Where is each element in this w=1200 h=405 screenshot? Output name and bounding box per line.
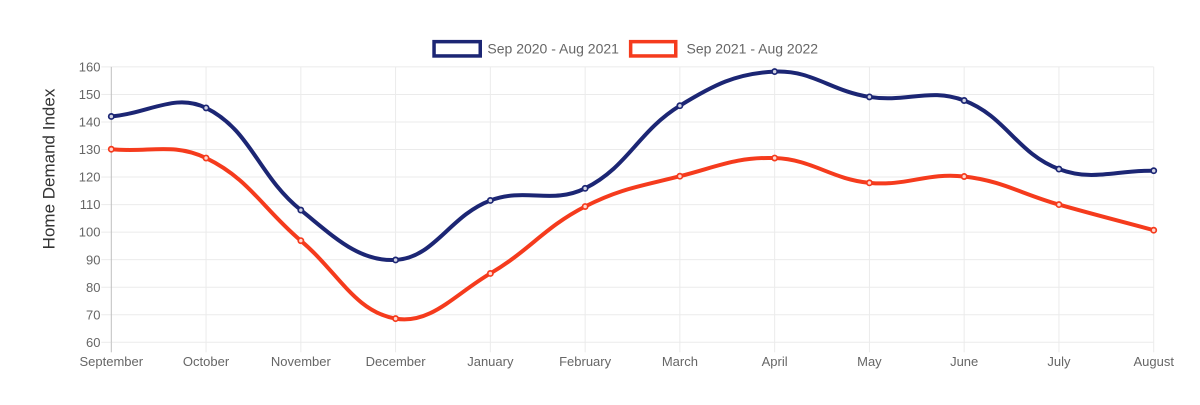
svg-text:80: 80 [86, 280, 100, 295]
svg-text:90: 90 [86, 252, 100, 267]
svg-text:October: October [183, 354, 230, 369]
svg-text:130: 130 [79, 142, 101, 157]
svg-text:110: 110 [80, 197, 101, 212]
svg-text:March: March [662, 354, 698, 369]
svg-text:100: 100 [79, 225, 101, 240]
svg-text:140: 140 [79, 115, 101, 130]
svg-text:May: May [857, 354, 882, 369]
svg-text:November: November [271, 354, 332, 369]
svg-text:150: 150 [79, 87, 101, 102]
svg-text:Sep 2021 - Aug 2022: Sep 2021 - Aug 2022 [687, 41, 819, 57]
svg-text:June: June [950, 354, 978, 369]
svg-text:February: February [559, 354, 612, 369]
svg-text:July: July [1047, 354, 1071, 369]
svg-text:Home Demand Index: Home Demand Index [40, 88, 59, 249]
svg-text:January: January [467, 354, 514, 369]
svg-text:August: August [1133, 354, 1174, 369]
svg-text:60: 60 [86, 335, 100, 350]
svg-text:Sep 2020 - Aug 2021: Sep 2020 - Aug 2021 [487, 41, 619, 57]
svg-text:160: 160 [79, 60, 101, 75]
svg-text:70: 70 [86, 307, 100, 322]
svg-text:September: September [80, 354, 144, 369]
svg-text:120: 120 [79, 170, 101, 185]
svg-text:April: April [762, 354, 788, 369]
svg-text:December: December [366, 354, 427, 369]
